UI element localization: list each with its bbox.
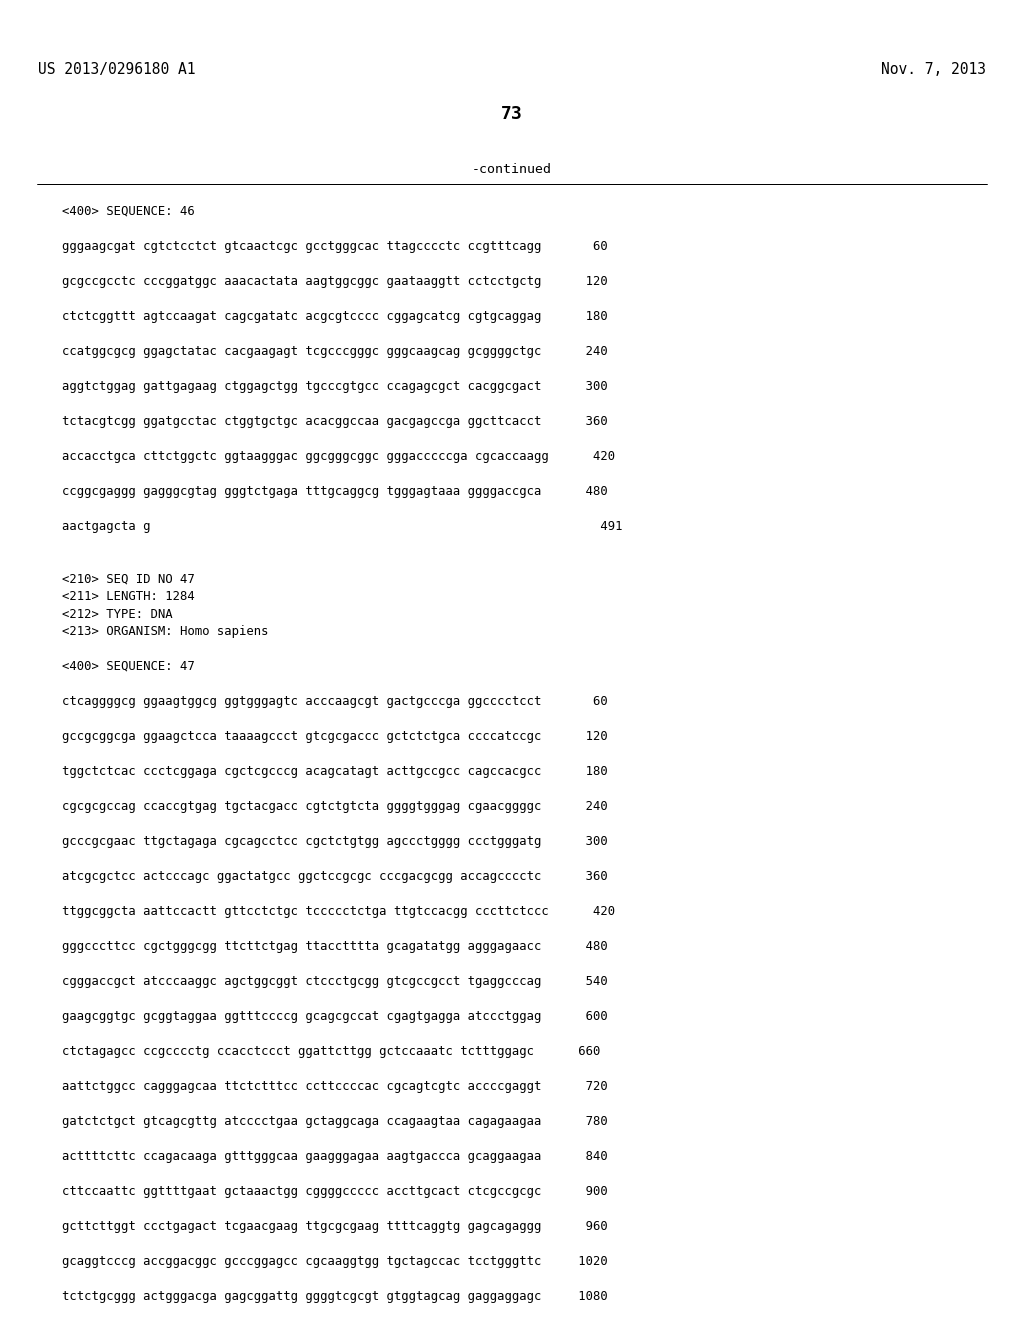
Text: tggctctcac ccctcggaga cgctcgcccg acagcatagt acttgccgcc cagccacgcc      180: tggctctcac ccctcggaga cgctcgcccg acagcat… bbox=[62, 766, 608, 777]
Text: aactgagcta g                                                             491: aactgagcta g 491 bbox=[62, 520, 623, 533]
Text: gcttcttggt ccctgagact tcgaacgaag ttgcgcgaag ttttcaggtg gagcagaggg      960: gcttcttggt ccctgagact tcgaacgaag ttgcgcg… bbox=[62, 1220, 608, 1233]
Text: 73: 73 bbox=[501, 106, 523, 123]
Text: <213> ORGANISM: Homo sapiens: <213> ORGANISM: Homo sapiens bbox=[62, 624, 268, 638]
Text: gggaagcgat cgtctcctct gtcaactcgc gcctgggcac ttagcccctc ccgtttcagg       60: gggaagcgat cgtctcctct gtcaactcgc gcctggg… bbox=[62, 240, 608, 253]
Text: US 2013/0296180 A1: US 2013/0296180 A1 bbox=[38, 62, 196, 77]
Text: gaagcggtgc gcggtaggaa ggtttccccg gcagcgccat cgagtgagga atccctggag      600: gaagcggtgc gcggtaggaa ggtttccccg gcagcgc… bbox=[62, 1010, 608, 1023]
Text: <400> SEQUENCE: 46: <400> SEQUENCE: 46 bbox=[62, 205, 195, 218]
Text: ctctcggttt agtccaagat cagcgatatc acgcgtcccc cggagcatcg cgtgcaggag      180: ctctcggttt agtccaagat cagcgatatc acgcgtc… bbox=[62, 310, 608, 323]
Text: ccatggcgcg ggagctatac cacgaagagt tcgcccgggc gggcaagcag gcggggctgc      240: ccatggcgcg ggagctatac cacgaagagt tcgcccg… bbox=[62, 345, 608, 358]
Text: cgggaccgct atcccaaggc agctggcggt ctccctgcgg gtcgccgcct tgaggcccag      540: cgggaccgct atcccaaggc agctggcggt ctccctg… bbox=[62, 975, 608, 987]
Text: <211> LENGTH: 1284: <211> LENGTH: 1284 bbox=[62, 590, 195, 603]
Text: <400> SEQUENCE: 47: <400> SEQUENCE: 47 bbox=[62, 660, 195, 673]
Text: tctacgtcgg ggatgcctac ctggtgctgc acacggccaa gacgagccga ggcttcacct      360: tctacgtcgg ggatgcctac ctggtgctgc acacggc… bbox=[62, 414, 608, 428]
Text: ctcaggggcg ggaagtggcg ggtgggagtc acccaagcgt gactgcccga ggcccctcct       60: ctcaggggcg ggaagtggcg ggtgggagtc acccaag… bbox=[62, 696, 608, 708]
Text: gccgcggcga ggaagctcca taaaagccct gtcgcgaccc gctctctgca ccccatccgc      120: gccgcggcga ggaagctcca taaaagccct gtcgcga… bbox=[62, 730, 608, 743]
Text: gcgccgcctc cccggatggc aaacactata aagtggcggc gaataaggtt cctcctgctg      120: gcgccgcctc cccggatggc aaacactata aagtggc… bbox=[62, 275, 608, 288]
Text: cttccaattc ggttttgaat gctaaactgg cggggccccc accttgcact ctcgccgcgc      900: cttccaattc ggttttgaat gctaaactgg cggggcc… bbox=[62, 1185, 608, 1199]
Text: cgcgcgccag ccaccgtgag tgctacgacc cgtctgtcta ggggtgggag cgaacggggc      240: cgcgcgccag ccaccgtgag tgctacgacc cgtctgt… bbox=[62, 800, 608, 813]
Text: -continued: -continued bbox=[472, 162, 552, 176]
Text: Nov. 7, 2013: Nov. 7, 2013 bbox=[881, 62, 986, 77]
Text: tctctgcggg actgggacga gagcggattg ggggtcgcgt gtggtagcag gaggaggagc     1080: tctctgcggg actgggacga gagcggattg ggggtcg… bbox=[62, 1290, 608, 1303]
Text: gggcccttcc cgctgggcgg ttcttctgag ttacctttta gcagatatgg agggagaacc      480: gggcccttcc cgctgggcgg ttcttctgag ttacctt… bbox=[62, 940, 608, 953]
Text: <212> TYPE: DNA: <212> TYPE: DNA bbox=[62, 607, 173, 620]
Text: gcccgcgaac ttgctagaga cgcagcctcc cgctctgtgg agccctgggg ccctgggatg      300: gcccgcgaac ttgctagaga cgcagcctcc cgctctg… bbox=[62, 836, 608, 847]
Text: gcaggtcccg accggacggc gcccggagcc cgcaaggtgg tgctagccac tcctgggttc     1020: gcaggtcccg accggacggc gcccggagcc cgcaagg… bbox=[62, 1255, 608, 1269]
Text: accacctgca cttctggctc ggtaagggac ggcgggcggc gggacccccga cgcaccaagg      420: accacctgca cttctggctc ggtaagggac ggcgggc… bbox=[62, 450, 615, 463]
Text: ctctagagcc ccgcccctg ccacctccct ggattcttgg gctccaaatc tctttggagc      660: ctctagagcc ccgcccctg ccacctccct ggattctt… bbox=[62, 1045, 600, 1059]
Text: <210> SEQ ID NO 47: <210> SEQ ID NO 47 bbox=[62, 573, 195, 586]
Text: atcgcgctcc actcccagc ggactatgcc ggctccgcgc cccgacgcgg accagcccctc      360: atcgcgctcc actcccagc ggactatgcc ggctccgc… bbox=[62, 870, 608, 883]
Text: aattctggcc cagggagcaa ttctctttcc ccttccccac cgcagtcgtc accccgaggt      720: aattctggcc cagggagcaa ttctctttcc ccttccc… bbox=[62, 1080, 608, 1093]
Text: aggtctggag gattgagaag ctggagctgg tgcccgtgcc ccagagcgct cacggcgact      300: aggtctggag gattgagaag ctggagctgg tgcccgt… bbox=[62, 380, 608, 393]
Text: ccggcgaggg gagggcgtag gggtctgaga tttgcaggcg tgggagtaaa ggggaccgca      480: ccggcgaggg gagggcgtag gggtctgaga tttgcag… bbox=[62, 484, 608, 498]
Text: ttggcggcta aattccactt gttcctctgc tccccctctga ttgtccacgg cccttctccc      420: ttggcggcta aattccactt gttcctctgc tccccct… bbox=[62, 906, 615, 917]
Text: gatctctgct gtcagcgttg atcccctgaa gctaggcaga ccagaagtaa cagagaagaa      780: gatctctgct gtcagcgttg atcccctgaa gctaggc… bbox=[62, 1115, 608, 1129]
Text: acttttcttc ccagacaaga gtttgggcaa gaagggagaa aagtgaccca gcaggaagaa      840: acttttcttc ccagacaaga gtttgggcaa gaaggga… bbox=[62, 1150, 608, 1163]
